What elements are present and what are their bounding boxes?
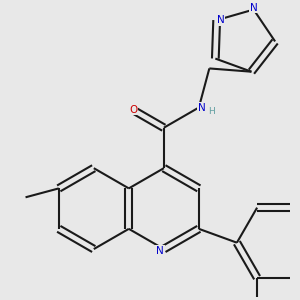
Text: N: N: [156, 246, 164, 256]
Text: N: N: [217, 15, 224, 25]
Text: N: N: [250, 3, 257, 13]
Text: N: N: [198, 103, 206, 112]
Text: O: O: [129, 105, 137, 115]
Text: H: H: [208, 107, 215, 116]
